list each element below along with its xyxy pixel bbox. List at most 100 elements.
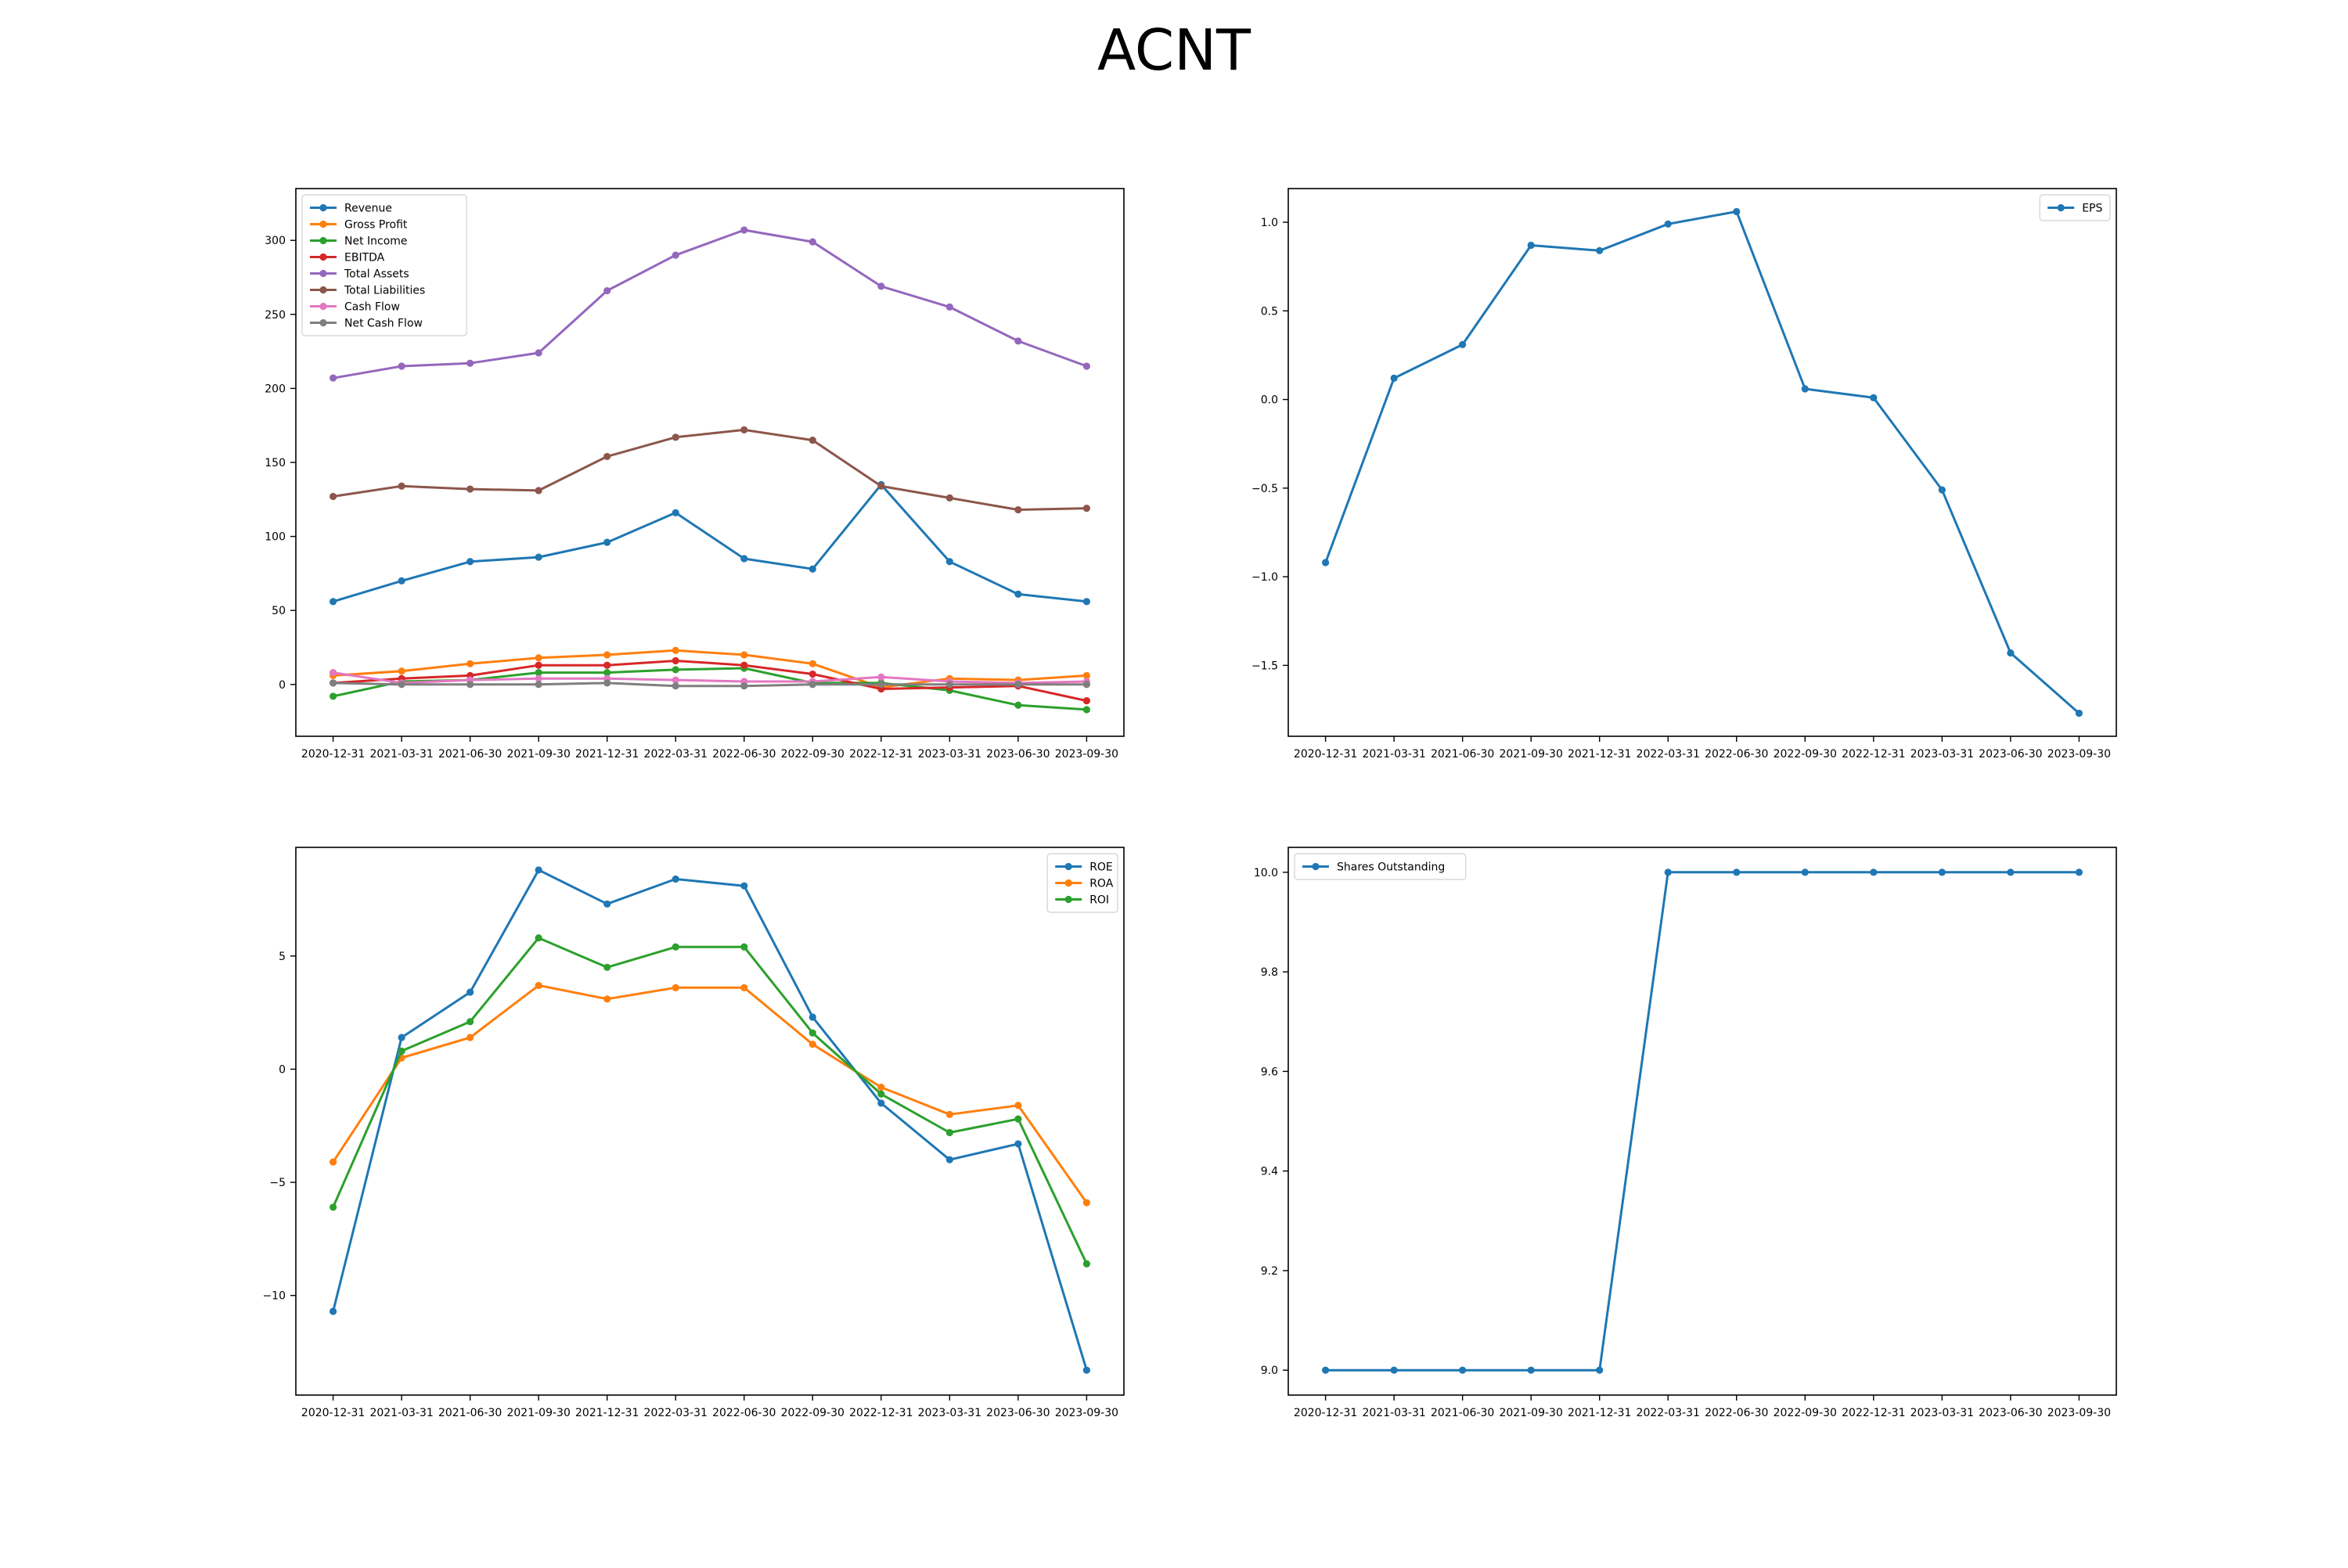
data-point: [603, 452, 611, 461]
data-point: [672, 943, 679, 951]
series-line-roe: [332, 869, 1088, 1371]
chart-financials: 2020-12-31 2021-03-31 2021-06-30 2021-09-30…: [265, 188, 1125, 761]
data-point: [740, 661, 748, 669]
data-point: [398, 577, 405, 584]
legend-label: Revenue: [344, 203, 392, 215]
legend-label: EPS: [2082, 203, 2102, 215]
data-point: [398, 362, 405, 370]
data-point: [1082, 362, 1090, 370]
x-tick-label: 2021-03-31: [1362, 1407, 1425, 1419]
data-point: [672, 666, 679, 674]
data-point: [1082, 1366, 1090, 1374]
x-tick-label: 2023-03-31: [1910, 748, 1974, 761]
data-point: [535, 934, 542, 942]
data-point: [672, 509, 679, 516]
data-point: [603, 900, 611, 908]
data-point: [1082, 1199, 1090, 1207]
data-point: [740, 651, 748, 659]
x-tick-label: 2023-03-31: [1910, 1407, 1974, 1419]
legend-marker: [319, 236, 327, 245]
legend-marker: [319, 286, 327, 294]
data-point: [398, 1034, 405, 1041]
data-point: [1733, 207, 1741, 216]
data-point: [466, 558, 474, 566]
data-point: [603, 538, 611, 546]
x-tick-label: 2021-06-30: [1431, 748, 1494, 761]
x-tick-label: 2022-12-31: [849, 1407, 913, 1419]
data-point: [808, 1029, 816, 1037]
x-tick-label: 2021-09-30: [1499, 748, 1562, 761]
data-point: [672, 251, 679, 259]
data-point: [1014, 1102, 1022, 1109]
chart-eps: 2020-12-31 2021-03-31 2021-06-30 2021-09-30…: [1251, 188, 2117, 761]
x-tick-label: 2020-12-31: [1294, 748, 1357, 761]
y-tick-label: 100: [265, 531, 286, 544]
data-point: [945, 558, 953, 566]
data-point: [740, 882, 748, 890]
y-tick-label: 5: [279, 951, 286, 963]
data-point: [466, 1034, 474, 1041]
data-point: [466, 359, 474, 367]
data-point: [740, 984, 748, 991]
data-point: [740, 226, 748, 234]
x-tick-label: 2021-12-31: [575, 748, 639, 761]
data-point: [945, 1110, 953, 1118]
data-point: [330, 669, 337, 677]
y-tick-label: 150: [265, 457, 286, 469]
data-point: [535, 669, 542, 677]
data-point: [535, 674, 542, 682]
y-tick-label: 9.8: [1261, 966, 1278, 979]
legend-label: ROA: [1089, 878, 1114, 890]
data-point: [1082, 598, 1090, 606]
legend-label: ROI: [1089, 894, 1109, 907]
data-point: [808, 437, 816, 444]
x-tick-label: 2023-06-30: [1979, 1407, 2042, 1419]
legend: Revenue Gross Profit Net Income EBITDA Total…: [301, 194, 467, 336]
x-tick-label: 2022-03-31: [644, 748, 708, 761]
legend-label: Total Liabilities: [344, 285, 425, 297]
y-tick-label: −5: [269, 1177, 286, 1189]
data-point: [466, 681, 474, 689]
x-tick-label: 2021-09-30: [506, 748, 570, 761]
data-point: [330, 1307, 337, 1315]
x-tick-label: 2022-09-30: [781, 748, 844, 761]
series-line-roa: [332, 984, 1088, 1203]
x-tick-label: 2022-09-30: [1774, 748, 1837, 761]
x-tick-label: 2022-12-31: [1842, 1407, 1905, 1419]
x-tick-label: 2021-09-30: [506, 1407, 570, 1419]
y-tick-label: −1.0: [1251, 571, 1278, 584]
data-point: [1596, 1366, 1604, 1374]
data-point: [330, 679, 337, 687]
data-point: [398, 1047, 405, 1055]
x-tick-label: 2023-06-30: [986, 748, 1050, 761]
data-point: [1082, 681, 1090, 689]
data-point: [877, 1099, 885, 1107]
x-tick-label: 2023-09-30: [1055, 748, 1118, 761]
y-tick-label: 1.0: [1261, 217, 1278, 229]
data-point: [466, 660, 474, 667]
data-point: [2007, 869, 2015, 876]
data-point: [1664, 869, 1672, 876]
data-point: [672, 875, 679, 883]
x-tick-label: 2020-12-31: [301, 1407, 365, 1419]
x-tick-label: 2021-06-30: [438, 1407, 502, 1419]
data-point: [1082, 505, 1090, 512]
y-tick-label: 9.0: [1261, 1365, 1278, 1377]
data-point: [1527, 1366, 1535, 1374]
data-point: [398, 482, 405, 490]
data-point: [1014, 337, 1022, 345]
data-point: [398, 667, 405, 675]
y-tick-label: −1.5: [1251, 660, 1278, 672]
legend-marker: [319, 302, 327, 311]
data-point: [535, 487, 542, 494]
data-point: [1322, 1366, 1330, 1374]
plot-frame: [1287, 188, 2117, 737]
data-point: [2007, 649, 2015, 657]
x-tick-label: 2021-03-31: [369, 748, 433, 761]
data-point: [535, 654, 542, 662]
y-tick-label: 9.2: [1261, 1265, 1278, 1278]
data-point: [330, 492, 337, 501]
data-point: [603, 286, 611, 295]
data-point: [1664, 220, 1672, 228]
data-point: [1082, 706, 1090, 714]
